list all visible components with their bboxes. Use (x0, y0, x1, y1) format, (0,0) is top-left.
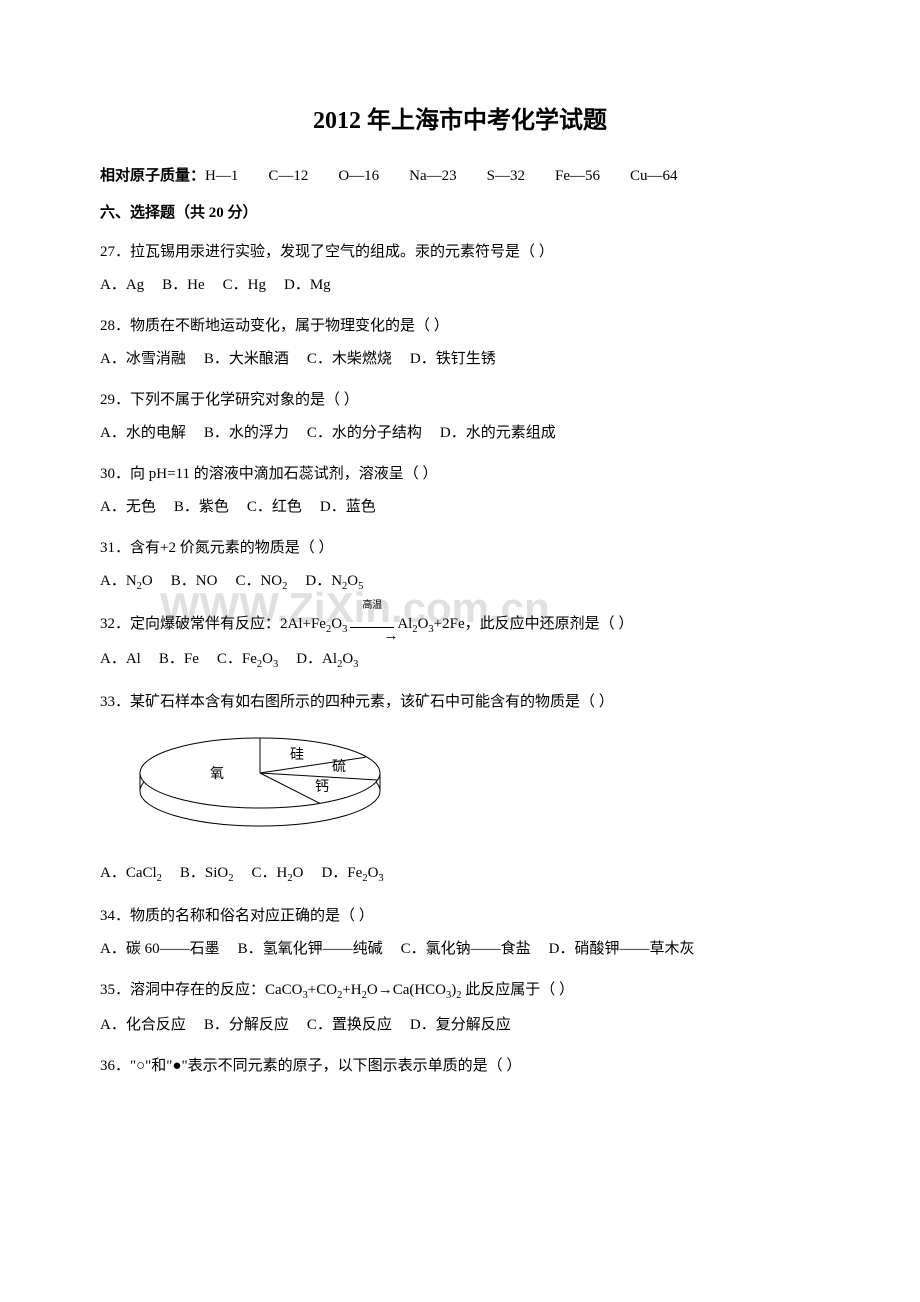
question-options: A．N2O B．NO C．NO2 D．N2O5 (100, 568, 820, 597)
option: A．碳 60——石墨 (100, 941, 220, 957)
question-text: 31．含有+2 价氮元素的物质是（ ） (100, 535, 820, 562)
option: A．Ag (100, 277, 144, 293)
pie-chart: 氧 硅硫钙 (120, 728, 820, 848)
option: B．He (162, 277, 205, 293)
option: D．N2O5 (305, 573, 363, 589)
question-text: 33．某矿石样本含有如右图所示的四种元素，该矿石中可能含有的物质是（ ） (100, 689, 820, 716)
option: D．Fe2O3 (321, 865, 383, 881)
option: C．氯化钠——食盐 (401, 941, 531, 957)
option: B．氢氧化钾——纯碱 (238, 941, 383, 957)
question-options: A．无色 B．紫色 C．红色 D．蓝色 (100, 494, 820, 521)
question-options: A．水的电解 B．水的浮力 C．水的分子结构 D．水的元素组成 (100, 420, 820, 447)
question-text: 29．下列不属于化学研究对象的是（ ） (100, 387, 820, 414)
option: D．硝酸钾——草木灰 (549, 941, 695, 957)
svg-text:钙: 钙 (315, 779, 329, 795)
option: D．水的元素组成 (440, 425, 556, 441)
svg-text:氧: 氧 (210, 766, 224, 782)
question-28: 28．物质在不断地运动变化，属于物理变化的是（ ） A．冰雪消融 B．大米酿酒 C．木… (100, 313, 820, 373)
option: A．无色 (100, 499, 156, 515)
option: B．大米酿酒 (204, 351, 289, 367)
question-options: A．Al B．Fe C．Fe2O3 D．Al2O3 (100, 646, 820, 675)
option: D．Al2O3 (296, 651, 358, 667)
question-33: 33．某矿石样本含有如右图所示的四种元素，该矿石中可能含有的物质是（ ） 氧 硅硫钙… (100, 689, 820, 889)
question-text: 32．定向爆破常伴有反应：2Al+Fe2O3高温→Al2O3+2Fe，此反应中还… (100, 611, 820, 640)
option: A．化合反应 (100, 1017, 186, 1033)
atomic-mass-label: 相对原子质量： (100, 168, 205, 184)
atomic-mass-values: H—1 C—12 O—16 Na—23 S—32 Fe—56 Cu—64 (205, 168, 678, 184)
question-text: 28．物质在不断地运动变化，属于物理变化的是（ ） (100, 313, 820, 340)
option: A．冰雪消融 (100, 351, 186, 367)
question-27: 27．拉瓦锡用汞进行实验，发现了空气的组成。汞的元素符号是（ ） A．Ag B．He… (100, 239, 820, 299)
option: B．紫色 (174, 499, 229, 515)
option: C．红色 (247, 499, 302, 515)
option: C．H2O (252, 865, 304, 881)
option: C．水的分子结构 (307, 425, 422, 441)
option: C．Fe2O3 (217, 651, 278, 667)
svg-text:硅: 硅 (290, 747, 304, 763)
question-text: 27．拉瓦锡用汞进行实验，发现了空气的组成。汞的元素符号是（ ） (100, 239, 820, 266)
question-text: 34．物质的名称和俗名对应正确的是（ ） (100, 903, 820, 930)
question-options: A．冰雪消融 B．大米酿酒 C．木柴燃烧 D．铁钉生锈 (100, 346, 820, 373)
option: D．Mg (284, 277, 331, 293)
question-29: 29．下列不属于化学研究对象的是（ ） A．水的电解 B．水的浮力 C．水的分子结构 D… (100, 387, 820, 447)
question-options: A．CaCl2 B．SiO2 C．H2O D．Fe2O3 (100, 860, 820, 889)
option: C．木柴燃烧 (307, 351, 392, 367)
option: B．分解反应 (204, 1017, 289, 1033)
question-options: A．化合反应 B．分解反应 C．置换反应 D．复分解反应 (100, 1012, 820, 1039)
question-31: 31．含有+2 价氮元素的物质是（ ） A．N2O B．NO C．NO2 D．N2O5 (100, 535, 820, 597)
option: C．NO2 (235, 573, 287, 589)
question-text: 35．溶洞中存在的反应：CaCO3+CO2+H2O→Ca(HCO3)2 此反应属… (100, 977, 820, 1006)
option: C．置换反应 (307, 1017, 392, 1033)
question-options: A．Ag B．He C．Hg D．Mg (100, 272, 820, 299)
option: A．Al (100, 651, 141, 667)
section-header: 六、选择题（共 20 分） (100, 200, 820, 227)
question-32: 32．定向爆破常伴有反应：2Al+Fe2O3高温→Al2O3+2Fe，此反应中还… (100, 611, 820, 675)
option: D．蓝色 (320, 499, 376, 515)
question-text: 36．"○"和"●"表示不同元素的原子，以下图示表示单质的是（ ） (100, 1053, 820, 1080)
page-title: 2012 年上海市中考化学试题 (100, 100, 820, 143)
option: D．复分解反应 (410, 1017, 511, 1033)
question-35: 35．溶洞中存在的反应：CaCO3+CO2+H2O→Ca(HCO3)2 此反应属… (100, 977, 820, 1039)
question-36: 36．"○"和"●"表示不同元素的原子，以下图示表示单质的是（ ） (100, 1053, 820, 1080)
question-34: 34．物质的名称和俗名对应正确的是（ ） A．碳 60——石墨 B．氢氧化钾——纯碱… (100, 903, 820, 963)
option: B．NO (171, 573, 218, 589)
option: D．铁钉生锈 (410, 351, 496, 367)
option: B．SiO2 (180, 865, 234, 881)
atomic-mass-row: 相对原子质量：H—1 C—12 O—16 Na—23 S—32 Fe—56 Cu… (100, 163, 820, 190)
option: A．N2O (100, 573, 153, 589)
option: B．Fe (159, 651, 199, 667)
svg-text:硫: 硫 (332, 759, 346, 775)
option: A．水的电解 (100, 425, 186, 441)
option: A．CaCl2 (100, 865, 162, 881)
option: B．水的浮力 (204, 425, 289, 441)
question-text: 30．向 pH=11 的溶液中滴加石蕊试剂，溶液呈（ ） (100, 461, 820, 488)
option: C．Hg (223, 277, 266, 293)
question-options: A．碳 60——石墨 B．氢氧化钾——纯碱 C．氯化钠——食盐 D．硝酸钾——草木灰 (100, 936, 820, 963)
question-30: 30．向 pH=11 的溶液中滴加石蕊试剂，溶液呈（ ） A．无色 B．紫色 C．红色… (100, 461, 820, 521)
